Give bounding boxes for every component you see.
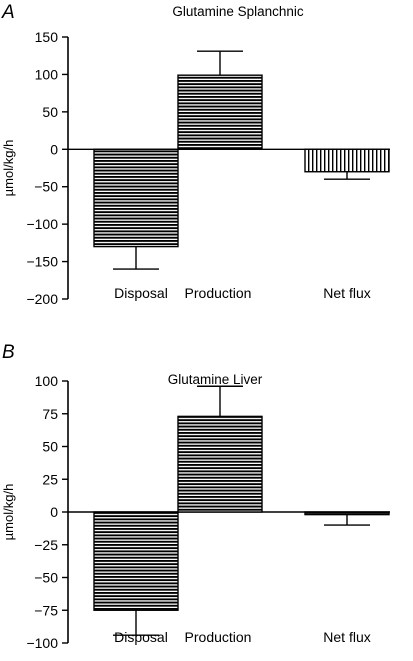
y-tick-label: 150	[35, 29, 59, 45]
y-tick-label: 50	[42, 104, 58, 120]
category-label: Disposal	[114, 629, 168, 645]
y-tick-label: −100	[26, 216, 58, 232]
y-tick-label: −200	[26, 291, 58, 307]
y-tick-label: 50	[42, 439, 58, 455]
category-label: Production	[185, 285, 252, 301]
bar-net-flux	[304, 148, 390, 173]
y-tick-label: 25	[42, 471, 58, 487]
y-tick-label: −50	[34, 179, 58, 195]
bar-production	[177, 415, 263, 513]
y-tick-label: −100	[26, 635, 58, 651]
panel-b-ylabel: µmol/kg/h	[1, 484, 16, 541]
y-tick-label: −75	[34, 602, 58, 618]
y-tick-label: 75	[42, 406, 58, 422]
y-tick-label: 100	[35, 66, 59, 82]
y-tick-label: 0	[50, 504, 58, 520]
y-tick-label: −25	[34, 537, 58, 553]
bar-disposal	[93, 511, 179, 611]
category-label: Net flux	[323, 285, 370, 301]
category-label: Disposal	[114, 285, 168, 301]
category-label: Net flux	[323, 629, 370, 645]
category-label: Production	[185, 629, 252, 645]
panel-b-letter: B	[2, 342, 15, 363]
bar-production	[177, 74, 263, 150]
panel-b-plot: 100 75 50 25 0 −25 −50 −75 −100 Disposal Productio…	[26, 373, 390, 651]
panel-a-ylabel: µmol/kg/h	[1, 140, 16, 197]
panel-a: A Glutamine Splanchnic µmol/kg/h 150 100 5…	[1, 2, 390, 307]
panel-a-letter: A	[1, 2, 15, 23]
y-tick-label: −150	[26, 254, 58, 270]
panel-a-title: Glutamine Splanchnic	[172, 4, 304, 19]
y-tick-label: 0	[50, 141, 58, 157]
y-tick-label: 100	[35, 373, 59, 389]
y-tick-label: −50	[34, 570, 58, 586]
panel-b: B Glutamine Liver µmol/kg/h 100 75 50 25 0 −2…	[1, 342, 390, 651]
panel-a-plot: 150 100 50 0 −50 −100 −150 −200 Disposal Producti…	[26, 29, 390, 307]
panel-b-title: Glutamine Liver	[168, 372, 263, 387]
bar-disposal	[93, 148, 179, 248]
bar-net-flux	[304, 511, 390, 516]
